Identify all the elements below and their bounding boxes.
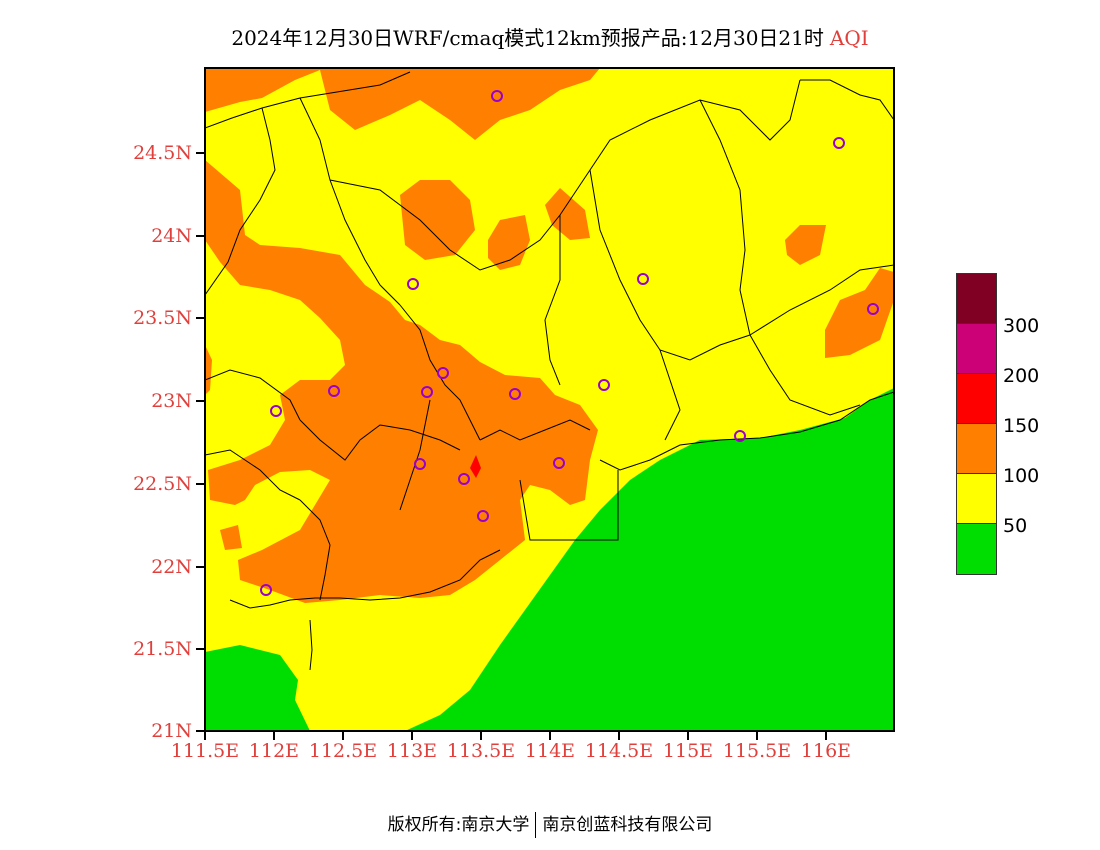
lon-label-115-5: 115.5E	[722, 740, 792, 762]
lon-label-116: 116E	[800, 740, 852, 762]
legend-label-300: 300	[1003, 315, 1040, 337]
lon-label-112-5: 112.5E	[308, 740, 378, 762]
good-area-sea-east	[405, 388, 894, 731]
lat-label-24: 24N	[151, 225, 192, 247]
legend-label-200: 200	[1003, 365, 1040, 387]
copyright-footer: 版权所有:南京大学 南京创蓝科技有限公司	[0, 810, 1100, 838]
usg-area-east-1	[785, 225, 826, 265]
legend-label-150: 150	[1003, 415, 1040, 437]
aqi-legend	[956, 273, 997, 575]
axis-ticks	[196, 152, 827, 740]
usg-area-east-2	[825, 268, 894, 358]
map-title: 2024年12月30日WRF/cmaq模式12km预报产品:12月30日21时 A…	[0, 22, 1100, 51]
lon-label-114-5: 114.5E	[584, 740, 654, 762]
legend-swatch-usg	[956, 423, 997, 475]
lat-label-21: 21N	[151, 720, 192, 742]
good-area-sea-west	[205, 645, 310, 731]
unhealthy-spot	[470, 455, 481, 478]
lon-label-114: 114E	[524, 740, 576, 762]
usg-area-hill-2	[488, 215, 530, 270]
legend-label-50: 50	[1003, 515, 1028, 537]
legend-swatch-hazardous	[956, 273, 997, 325]
copyright-company: 南京创蓝科技有限公司	[542, 815, 713, 835]
city-markers	[260, 90, 879, 596]
lon-label-113: 113E	[386, 740, 438, 762]
lat-label-22-5: 22.5N	[133, 473, 192, 495]
lat-label-23-5: 23.5N	[133, 307, 192, 329]
footer-divider	[535, 812, 537, 838]
usg-area-southwest-small	[220, 525, 242, 550]
legend-swatch-unhealthy	[956, 373, 997, 425]
boundary-lines	[205, 71, 894, 671]
lon-label-111-5: 111.5E	[170, 740, 240, 762]
lat-label-23: 23N	[151, 390, 192, 412]
lon-label-112: 112E	[248, 740, 300, 762]
usg-area-center	[205, 160, 598, 603]
lon-label-113-5: 113.5E	[446, 740, 516, 762]
usg-area-hill-3	[545, 188, 590, 240]
legend-swatch-moderate	[956, 473, 997, 525]
legend-swatch-good	[956, 523, 997, 575]
usg-area-west-edge	[205, 345, 212, 395]
lat-label-24-5: 24.5N	[133, 142, 192, 164]
lon-label-115: 115E	[662, 740, 714, 762]
legend-swatch-very-unhealthy	[956, 323, 997, 375]
lat-label-22: 22N	[151, 556, 192, 578]
title-variable: AQI	[829, 26, 869, 50]
usg-area-north	[205, 68, 600, 140]
title-text: 2024年12月30日WRF/cmaq模式12km预报产品:12月30日21时	[231, 26, 824, 50]
copyright-owner: 版权所有:南京大学	[387, 815, 530, 835]
legend-label-100: 100	[1003, 465, 1040, 487]
usg-area-hill-1	[400, 180, 475, 260]
lat-label-21-5: 21.5N	[133, 638, 192, 660]
